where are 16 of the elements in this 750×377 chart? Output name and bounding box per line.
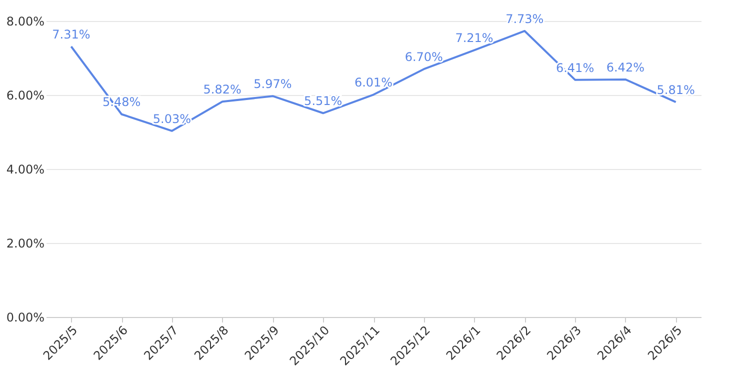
data-label: 5.81%: [656, 83, 695, 98]
data-label: 5.82%: [203, 82, 242, 97]
y-tick-label: 6.00%: [6, 88, 44, 102]
data-label: 7.31%: [52, 28, 90, 42]
data-label: 5.97%: [254, 77, 292, 92]
data-label: 6.42%: [606, 60, 644, 74]
data-label: 6.01%: [354, 76, 393, 90]
data-label: 5.03%: [152, 112, 192, 126]
y-tick-label: 4.00%: [6, 162, 44, 176]
data-label: 5.51%: [304, 94, 342, 108]
data-label: 7.21%: [455, 31, 494, 46]
data-label: 7.73%: [506, 12, 544, 26]
y-tick-label: 8.00%: [6, 14, 44, 28]
y-tick-label: 2.00%: [6, 236, 44, 250]
data-label: 6.70%: [404, 50, 443, 64]
y-tick-label: 0.00%: [6, 310, 44, 324]
